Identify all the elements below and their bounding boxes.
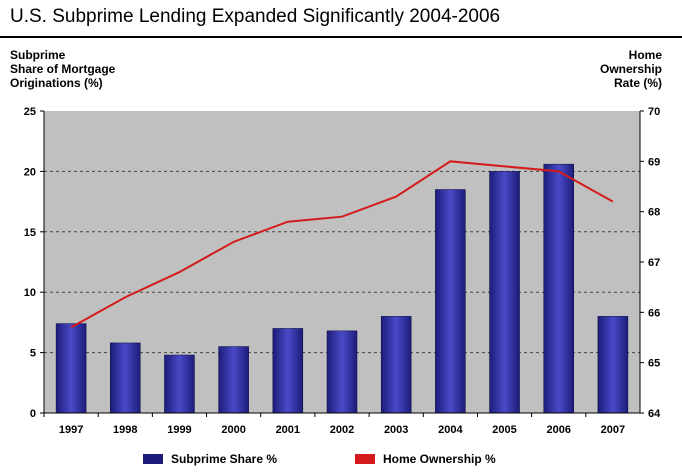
bar bbox=[218, 346, 249, 414]
bar bbox=[543, 163, 574, 414]
title-divider bbox=[0, 36, 682, 38]
bar bbox=[272, 328, 304, 414]
y-left-tick-label: 25 bbox=[24, 106, 36, 118]
y-left-tick-label: 0 bbox=[30, 408, 36, 420]
legend-label-subprime: Subprime Share % bbox=[171, 452, 278, 466]
x-tick-label: 2007 bbox=[601, 424, 625, 436]
bar bbox=[110, 342, 141, 414]
bar-series bbox=[55, 163, 629, 414]
y-right-tick-label: 68 bbox=[648, 207, 660, 219]
x-tick-label: 1998 bbox=[113, 424, 137, 436]
y-left-tick-label: 10 bbox=[24, 287, 36, 299]
x-tick-label: 1997 bbox=[59, 424, 83, 436]
bar bbox=[55, 323, 87, 414]
x-tick-label: 2002 bbox=[330, 424, 354, 436]
bar bbox=[164, 354, 195, 414]
y-left-tick-label: 15 bbox=[24, 227, 36, 239]
bar bbox=[380, 316, 412, 414]
x-tick-label: 1999 bbox=[167, 424, 191, 436]
axes: 0 5 10 15 20 25 64 65 66 67 68 69 70 1997 1998 1999 2000… bbox=[24, 106, 661, 436]
chart-title: U.S. Subprime Lending Expanded Significa… bbox=[10, 6, 501, 27]
bar bbox=[597, 316, 629, 414]
y-left-tick-label: 20 bbox=[24, 166, 36, 178]
line-series bbox=[70, 160, 614, 329]
y-right-tick-label: 66 bbox=[648, 307, 660, 319]
y-axis-right-label: Home Ownership Rate (%) bbox=[599, 48, 662, 90]
legend-swatch-bar bbox=[143, 454, 163, 464]
y-right-tick-label: 65 bbox=[648, 358, 660, 370]
x-tick-label: 2005 bbox=[492, 424, 516, 436]
y-right-tick-label: 67 bbox=[648, 257, 660, 269]
legend-swatch-line bbox=[355, 454, 375, 464]
legend-item-subprime: Subprime Share % bbox=[143, 452, 277, 466]
y-axis-left-label: Subprime Share of Mortgage Originations … bbox=[10, 48, 116, 90]
x-tick-label: 2006 bbox=[546, 424, 570, 436]
legend-label-homeownership: Home Ownership % bbox=[383, 452, 496, 466]
y-right-tick-label: 70 bbox=[648, 106, 660, 118]
y-right-tick-label: 69 bbox=[648, 156, 660, 168]
x-tick-label: 2004 bbox=[438, 424, 463, 436]
bar bbox=[489, 171, 520, 414]
legend-item-homeownership: Home Ownership % bbox=[355, 452, 496, 466]
y-left-tick-label: 5 bbox=[30, 348, 36, 360]
x-tick-label: 2000 bbox=[221, 424, 245, 436]
x-tick-label: 2001 bbox=[276, 424, 300, 436]
x-tick-label: 2003 bbox=[384, 424, 408, 436]
line-home-ownership bbox=[70, 160, 614, 329]
bar bbox=[435, 189, 466, 414]
bar bbox=[326, 330, 358, 414]
y-right-tick-label: 64 bbox=[648, 408, 661, 420]
